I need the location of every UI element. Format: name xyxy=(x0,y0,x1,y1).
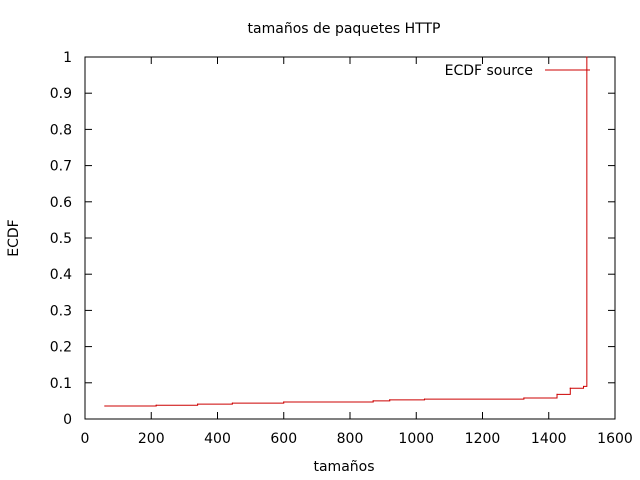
y-axis-label: ECDF xyxy=(6,219,22,256)
y-tick-label: 0.3 xyxy=(50,303,72,319)
x-tick-label: 200 xyxy=(138,431,165,447)
ecdf-point xyxy=(582,385,585,388)
y-tick-label: 1 xyxy=(63,50,72,66)
ecdf-point xyxy=(389,399,391,401)
chart-title: tamaños de paquetes HTTP xyxy=(248,21,441,37)
x-tick-label: 1600 xyxy=(597,431,633,447)
plot-frame xyxy=(84,56,616,420)
x-tick-label: 1400 xyxy=(531,431,567,447)
series-layer xyxy=(104,56,588,407)
ecdf-point xyxy=(423,398,426,400)
y-tick-label: 0.8 xyxy=(50,122,72,138)
ecdf-point xyxy=(586,56,588,58)
ecdf-point xyxy=(523,397,525,399)
x-tick-label: 0 xyxy=(81,431,90,447)
series-line-0 xyxy=(104,57,588,407)
y-tick-label: 0.5 xyxy=(50,231,72,247)
y-tick-label: 0.6 xyxy=(50,195,72,211)
x-tick-label: 1000 xyxy=(398,431,434,447)
ecdf-point xyxy=(569,387,571,389)
y-tick-label: 0.4 xyxy=(50,267,72,283)
x-tick-label: 1200 xyxy=(465,431,501,447)
y-tick-label: 0.7 xyxy=(50,159,72,175)
ecdf-point xyxy=(197,403,199,405)
ecdf-point xyxy=(104,405,106,407)
ecdf-point xyxy=(155,404,157,406)
y-tick-label: 0.9 xyxy=(50,86,72,102)
y-tick-label: 0.1 xyxy=(50,376,72,392)
y-tick-label: 0 xyxy=(63,412,72,428)
ecdf-point xyxy=(283,401,285,403)
x-axis-label: tamaños xyxy=(313,459,374,475)
legend-label: ECDF source xyxy=(445,63,533,79)
legend: ECDF source xyxy=(445,63,590,79)
y-axis: 0 0.1 0.2 0.3 0.4 0.5 0.6 0.7 0.8 0.9 1 xyxy=(50,50,615,428)
ecdf-point xyxy=(556,393,558,395)
y-tick-label: 0.2 xyxy=(50,340,72,356)
x-tick-label: 600 xyxy=(270,431,297,447)
x-axis: 0 200 400 600 800 1000 1200 1400 1600 xyxy=(81,57,633,447)
ecdf-point xyxy=(372,400,374,402)
x-tick-label: 400 xyxy=(204,431,231,447)
ecdf-point xyxy=(231,402,234,404)
x-tick-label: 800 xyxy=(337,431,364,447)
